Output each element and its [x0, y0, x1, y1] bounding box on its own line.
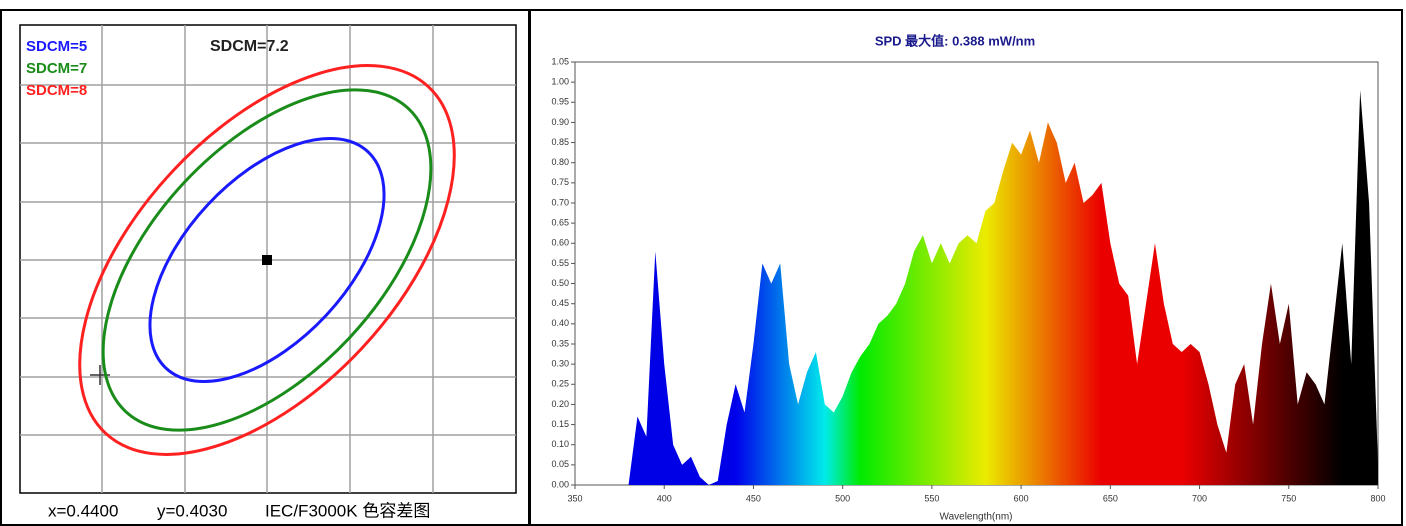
y-tick-label: 0.50	[551, 278, 569, 288]
y-tick-label: 0.05	[551, 459, 569, 469]
sdcm-ellipse	[78, 64, 456, 456]
x-axis-label: Wavelength(nm)	[940, 512, 1013, 523]
legend-label: SDCM=8	[26, 82, 87, 99]
y-tick-label: 0.65	[551, 218, 569, 228]
sdcm-ellipse	[101, 88, 433, 432]
ellipse-title: SDCM=7.2	[210, 38, 289, 55]
center-point	[262, 255, 272, 265]
legend-label: SDCM=7	[26, 60, 87, 77]
y-tick-label: 1.00	[551, 77, 569, 87]
x-tick-label: 450	[746, 493, 761, 503]
x-tick-label: 650	[1103, 493, 1118, 503]
y-tick-label: 0.15	[551, 419, 569, 429]
x-tick-label: 500	[835, 493, 850, 503]
y-tick-label: 0.60	[551, 238, 569, 248]
x-tick-label: 600	[1014, 493, 1029, 503]
caption: IEC/F3000K 色容差图	[265, 501, 430, 520]
legend-label: SDCM=5	[26, 38, 87, 55]
x-tick-label: 750	[1281, 493, 1296, 503]
sdcm-ellipse	[148, 136, 386, 384]
y-tick-label: 0.20	[551, 399, 569, 409]
y-tick-label: 0.75	[551, 177, 569, 187]
y-tick-label: 0.85	[551, 137, 569, 147]
y-tick-label: 0.45	[551, 298, 569, 308]
caption: y=0.4030	[157, 501, 227, 520]
y-tick-label: 0.40	[551, 318, 569, 328]
y-tick-label: 0.35	[551, 338, 569, 348]
spectrum-area	[575, 90, 1378, 485]
caption: x=0.4400	[48, 501, 118, 520]
y-tick-label: 0.00	[551, 479, 569, 489]
x-tick-label: 550	[924, 493, 939, 503]
x-tick-label: 400	[657, 493, 672, 503]
y-tick-label: 0.10	[551, 439, 569, 449]
y-tick-label: 0.95	[551, 97, 569, 107]
x-tick-label: 700	[1192, 493, 1207, 503]
y-tick-label: 0.80	[551, 157, 569, 167]
y-tick-label: 0.90	[551, 117, 569, 127]
y-tick-label: 0.25	[551, 379, 569, 389]
spd-title: SPD 最大值: 0.388 mW/nm	[875, 33, 1035, 48]
y-tick-label: 0.30	[551, 359, 569, 369]
x-tick-label: 350	[567, 493, 582, 503]
ellipse-grid	[20, 25, 516, 493]
y-tick-label: 0.55	[551, 258, 569, 268]
x-tick-label: 800	[1370, 493, 1385, 503]
y-tick-label: 1.05	[551, 56, 569, 66]
y-tick-label: 0.70	[551, 197, 569, 207]
